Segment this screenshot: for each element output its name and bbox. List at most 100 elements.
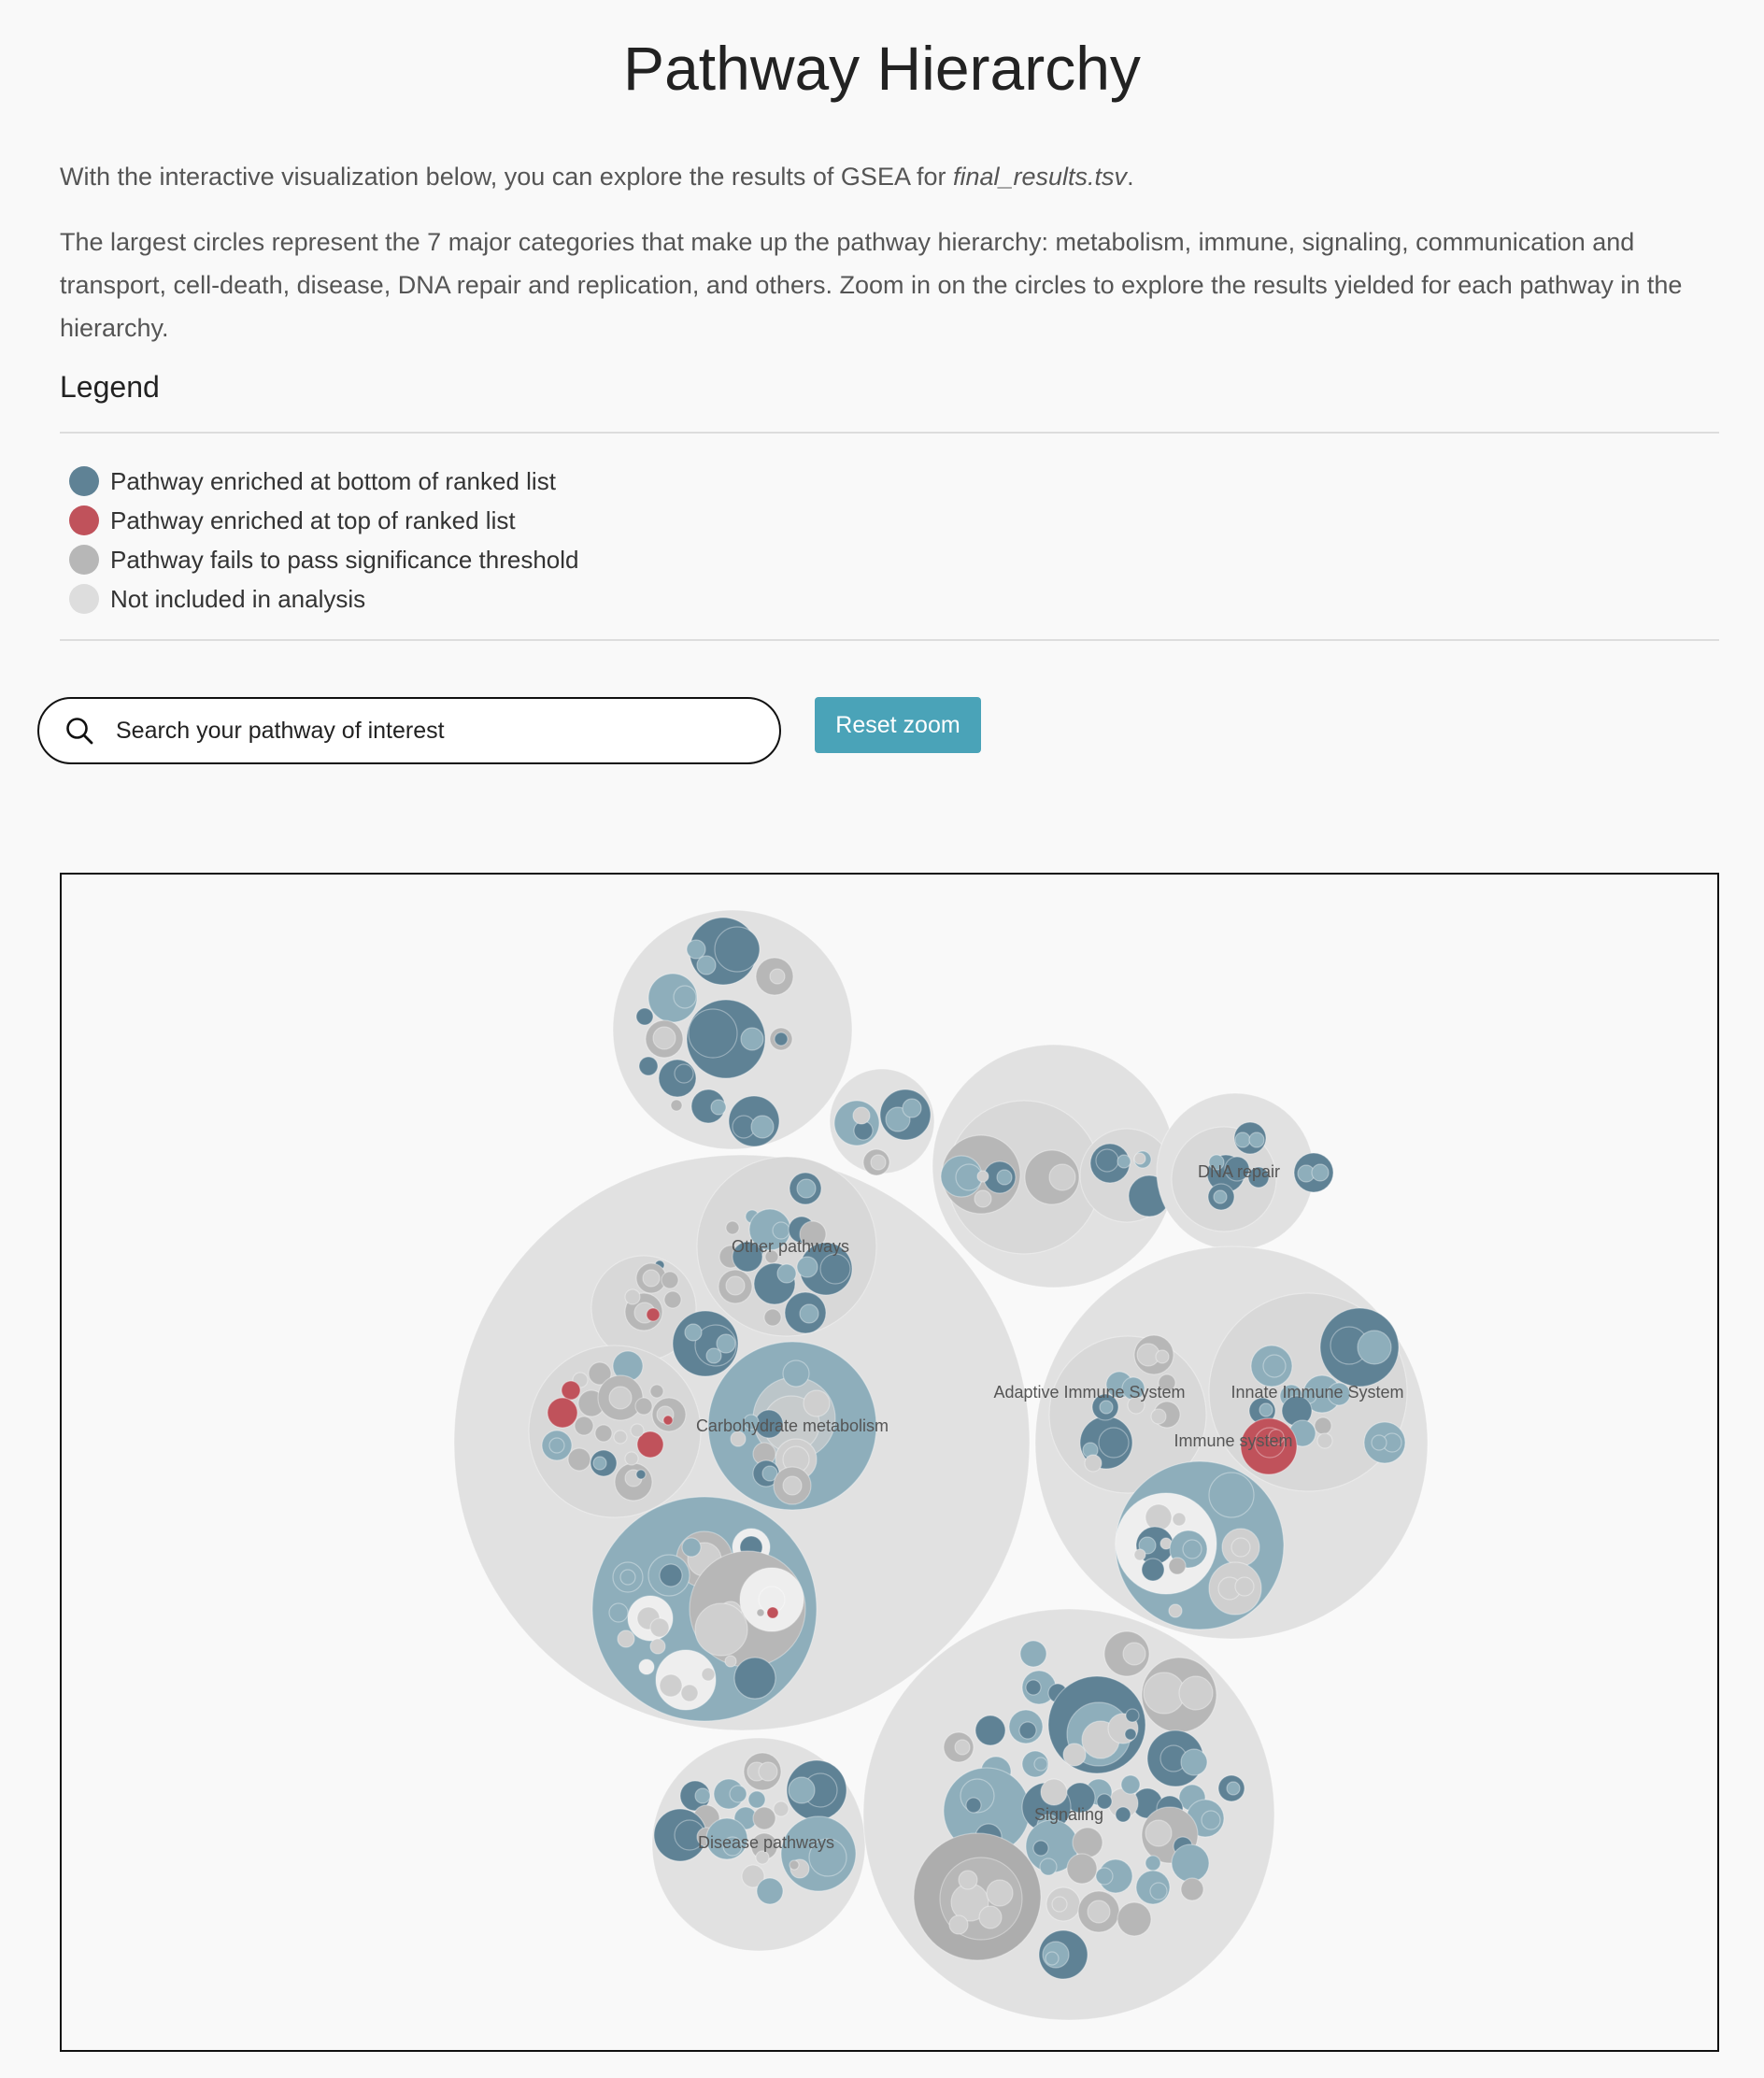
pathway-circle[interactable] bbox=[803, 1389, 831, 1417]
pathway-circle[interactable] bbox=[642, 1269, 661, 1288]
pathway-circle[interactable] bbox=[634, 1397, 653, 1416]
pathway-circle[interactable] bbox=[974, 1189, 992, 1208]
pathway-circle[interactable] bbox=[1018, 1721, 1037, 1740]
pathway-circle[interactable] bbox=[659, 1673, 683, 1698]
pathway-circle[interactable] bbox=[948, 1914, 969, 1935]
pathway-circle[interactable] bbox=[740, 1027, 764, 1051]
pathway-circle[interactable] bbox=[1311, 1163, 1330, 1182]
pathway-circle[interactable] bbox=[670, 1099, 683, 1112]
pathway-circle[interactable] bbox=[1172, 1512, 1187, 1527]
pathway-circle[interactable] bbox=[619, 1569, 636, 1586]
pathway-circle[interactable] bbox=[684, 1323, 703, 1342]
pathway-circle[interactable] bbox=[1084, 1454, 1102, 1473]
pathway-circle[interactable] bbox=[608, 1386, 633, 1410]
pathway-circle[interactable] bbox=[1224, 1156, 1250, 1182]
pathway-circle[interactable] bbox=[1268, 1429, 1285, 1445]
pathway-circle[interactable] bbox=[799, 1303, 819, 1324]
pathway-circle[interactable] bbox=[1115, 1806, 1131, 1823]
pathway-circle[interactable] bbox=[1045, 1951, 1060, 1966]
pathway-circle[interactable] bbox=[594, 1424, 613, 1443]
pathway-circle[interactable] bbox=[1141, 1558, 1165, 1582]
pathway-circle[interactable] bbox=[796, 1178, 817, 1199]
pathway-circle[interactable] bbox=[1099, 1400, 1114, 1415]
pathway-circle[interactable] bbox=[1314, 1416, 1332, 1435]
pathway-circle[interactable] bbox=[1095, 1148, 1119, 1173]
pathway-circle[interactable] bbox=[1248, 1132, 1265, 1148]
pathway-circle[interactable] bbox=[1213, 1189, 1228, 1204]
pathway-circle[interactable] bbox=[638, 1658, 655, 1675]
pathway-circle[interactable] bbox=[547, 1397, 578, 1429]
pathway-circle[interactable] bbox=[694, 1787, 711, 1804]
pathway-circle[interactable] bbox=[1145, 1855, 1161, 1872]
pathway-circle[interactable] bbox=[788, 1776, 816, 1804]
pathway-circle[interactable] bbox=[1171, 1843, 1210, 1883]
pathway-circle[interactable] bbox=[1025, 1679, 1042, 1696]
pathway-circle[interactable] bbox=[782, 1475, 803, 1496]
pathway-circle[interactable] bbox=[743, 1414, 760, 1430]
pathway-circle[interactable] bbox=[1150, 1408, 1167, 1425]
pathway-circle[interactable] bbox=[714, 926, 761, 973]
pathway-circle[interactable] bbox=[758, 1761, 778, 1782]
pathway-circle[interactable] bbox=[1125, 1708, 1140, 1723]
pathway-circle[interactable] bbox=[761, 1465, 778, 1482]
pathway-circle[interactable] bbox=[1051, 1896, 1068, 1913]
pathway-circle[interactable] bbox=[1133, 1548, 1146, 1561]
pathway-circle[interactable] bbox=[1087, 1900, 1111, 1924]
pathway-circle[interactable] bbox=[624, 1451, 639, 1466]
pathway-circle[interactable] bbox=[789, 1859, 800, 1871]
pathway-circle[interactable] bbox=[958, 1870, 978, 1890]
pathway-circle[interactable] bbox=[756, 1877, 784, 1905]
pathway-circle[interactable] bbox=[1098, 1427, 1130, 1459]
pathway-circle[interactable] bbox=[870, 1154, 887, 1171]
pathway-circle[interactable] bbox=[1155, 1349, 1170, 1364]
pathway-circle[interactable] bbox=[1096, 1793, 1113, 1810]
pathway-circle[interactable] bbox=[1327, 1382, 1351, 1406]
pathway-circle[interactable] bbox=[776, 1263, 797, 1284]
pathway-circle[interactable] bbox=[716, 1333, 736, 1354]
pathway-circle[interactable] bbox=[674, 1063, 694, 1084]
pathway-circle[interactable] bbox=[1226, 1781, 1241, 1796]
pathway-circle[interactable] bbox=[1208, 1154, 1225, 1171]
pathway-circle[interactable] bbox=[978, 1905, 1003, 1929]
pathway-circle[interactable] bbox=[659, 1563, 683, 1587]
pathway-circle[interactable] bbox=[694, 1602, 748, 1657]
pathway-circle[interactable] bbox=[796, 1256, 818, 1278]
pathway-circle[interactable] bbox=[1019, 1640, 1047, 1668]
pathway-circle[interactable] bbox=[638, 1056, 659, 1076]
pathway-circle[interactable] bbox=[763, 1308, 782, 1327]
pathway-circle[interactable] bbox=[1032, 1840, 1049, 1857]
pathway-circle[interactable] bbox=[561, 1380, 581, 1401]
pathway-circle[interactable] bbox=[608, 1602, 629, 1623]
pathway-circle[interactable] bbox=[996, 1169, 1013, 1186]
pathway-circle[interactable] bbox=[852, 1106, 871, 1125]
pathway-circle[interactable] bbox=[741, 1864, 765, 1888]
pathway-circle[interactable] bbox=[1168, 1603, 1183, 1618]
pathway-circle[interactable] bbox=[1124, 1728, 1137, 1741]
pathway-circle[interactable] bbox=[1168, 1557, 1187, 1575]
pathway-circle[interactable] bbox=[1231, 1537, 1251, 1558]
pathway-circle[interactable] bbox=[1208, 1472, 1255, 1518]
pathway-circle[interactable] bbox=[574, 1416, 594, 1436]
pathway-circle[interactable] bbox=[1117, 1901, 1152, 1937]
pathway-circle[interactable] bbox=[1182, 1539, 1202, 1559]
pathway-circle[interactable] bbox=[592, 1456, 607, 1471]
pathway-circle[interactable] bbox=[1247, 1166, 1270, 1188]
pathway-circle[interactable] bbox=[588, 1361, 612, 1386]
pathway-circle[interactable] bbox=[688, 1008, 738, 1059]
pathway-circle[interactable] bbox=[1138, 1536, 1157, 1555]
pathway-circle[interactable] bbox=[617, 1630, 635, 1648]
pathway-circle[interactable] bbox=[766, 1606, 779, 1619]
pathway-circle[interactable] bbox=[635, 1469, 647, 1480]
pathway-circle[interactable] bbox=[986, 1879, 1014, 1907]
pathway-circle[interactable] bbox=[819, 1253, 851, 1285]
pathway-circle[interactable] bbox=[730, 1430, 747, 1447]
pathway-circle[interactable] bbox=[965, 1797, 982, 1814]
pathway-circle[interactable] bbox=[696, 955, 717, 975]
pathway-circle[interactable] bbox=[681, 1537, 702, 1558]
pathway-circle[interactable] bbox=[732, 1241, 763, 1273]
circle-pack-canvas[interactable]: DNA repair Other pathways Carbohydrate met… bbox=[62, 875, 1717, 2050]
pathway-circle[interactable] bbox=[747, 1790, 766, 1809]
pathway-circle[interactable] bbox=[774, 1032, 789, 1046]
pathway-circle[interactable] bbox=[701, 1667, 716, 1682]
search-input[interactable] bbox=[116, 717, 751, 745]
